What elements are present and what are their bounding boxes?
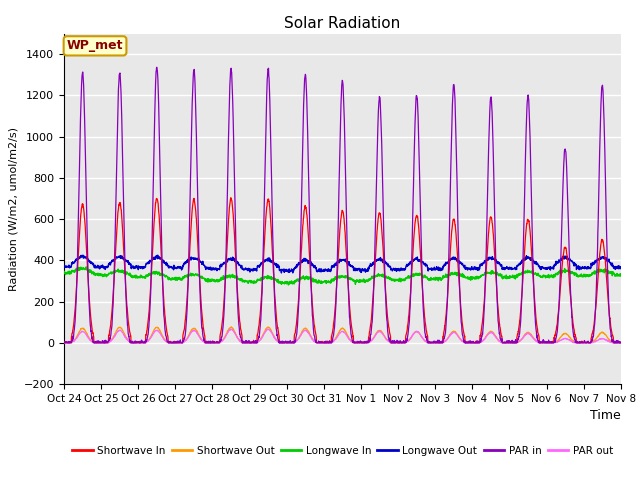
Text: WP_met: WP_met [67, 39, 124, 52]
X-axis label: Time: Time [590, 409, 621, 422]
Legend: Shortwave In, Shortwave Out, Longwave In, Longwave Out, PAR in, PAR out: Shortwave In, Shortwave Out, Longwave In… [68, 442, 617, 460]
Title: Solar Radiation: Solar Radiation [284, 16, 401, 31]
Y-axis label: Radiation (W/m2, umol/m2/s): Radiation (W/m2, umol/m2/s) [8, 127, 18, 291]
